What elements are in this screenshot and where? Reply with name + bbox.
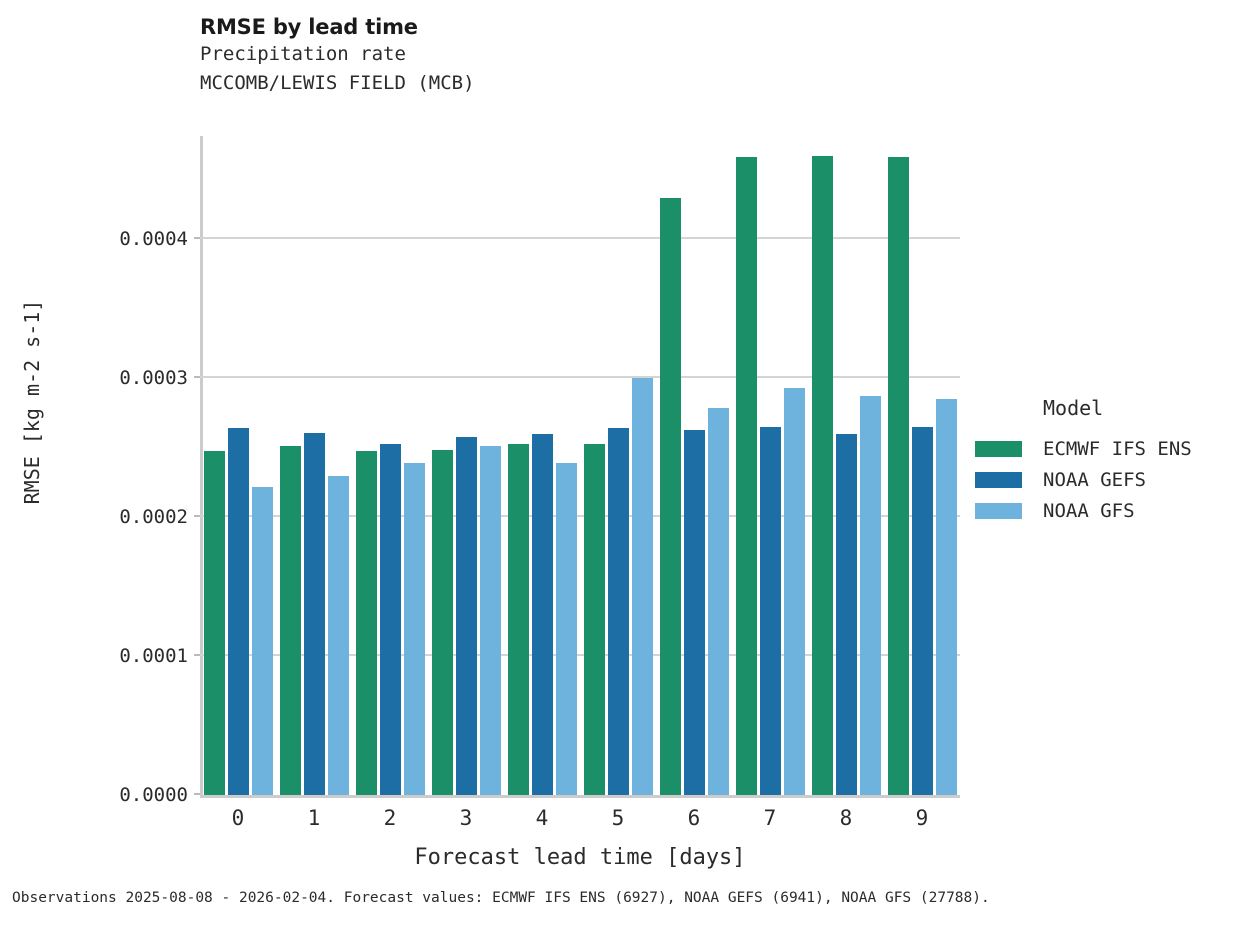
- y-tick-mark: [194, 375, 200, 378]
- legend-item[interactable]: NOAA GFS: [975, 495, 1250, 526]
- bar: [327, 476, 349, 795]
- bar: [455, 437, 477, 795]
- legend-title: Model: [1043, 396, 1104, 420]
- legend-swatch-icon: [975, 471, 1022, 488]
- y-axis-label: RMSE [kg m-2 s-1]: [20, 299, 44, 505]
- bar: [251, 486, 273, 795]
- x-tick-label: 2: [383, 806, 397, 830]
- x-tick-label: 1: [307, 806, 321, 830]
- y-tick-mark: [194, 653, 200, 656]
- page-title: RMSE by lead time: [200, 15, 418, 39]
- bar: [887, 157, 909, 795]
- bar: [507, 444, 529, 795]
- title-block: RMSE by lead time Precipitation rate MCC…: [200, 14, 960, 98]
- x-tick-label: 7: [763, 806, 777, 830]
- bar: [811, 156, 833, 795]
- y-tick-mark: [194, 793, 200, 795]
- legend-swatch-icon: [975, 502, 1022, 519]
- bar: [303, 432, 325, 795]
- gridline: [200, 236, 960, 239]
- bar: [379, 444, 401, 795]
- gridline: [200, 653, 960, 656]
- bar: [531, 434, 553, 795]
- bar: [607, 427, 629, 795]
- bar: [555, 463, 577, 795]
- y-tick-mark: [194, 514, 200, 517]
- x-tick-label: 9: [915, 806, 929, 830]
- x-axis-tick-labels: 0 1 2 3 4 5 6 7 8 9: [200, 806, 960, 840]
- legend-entries: ECMWF IFS ENS NOAA GEFS NOAA GFS: [975, 433, 1250, 526]
- y-tick-mark: [194, 236, 200, 239]
- bar: [835, 434, 857, 795]
- chart-subtitle: Precipitation rate: [200, 43, 406, 65]
- bar: [355, 451, 377, 795]
- bar: [735, 157, 757, 795]
- legend-item[interactable]: ECMWF IFS ENS: [975, 433, 1250, 464]
- x-tick-label: 5: [611, 806, 625, 830]
- bar: [431, 449, 453, 795]
- plot-area: [194, 136, 960, 795]
- bar: [759, 427, 781, 795]
- legend-swatch-icon: [975, 440, 1022, 457]
- bar: [911, 427, 933, 795]
- y-tick-label: 0.0004: [119, 227, 188, 250]
- y-tick-label: 0.0001: [119, 644, 188, 667]
- legend: Model ECMWF IFS ENS NOAA GEFS NOAA GFS: [975, 396, 1250, 526]
- y-axis-spine: [200, 136, 203, 796]
- bar: [203, 451, 225, 795]
- y-axis-tick-labels: 0.0000 0.0001 0.0002 0.0003 0.0004: [60, 136, 188, 806]
- legend-item-label: NOAA GEFS: [1043, 468, 1146, 491]
- gridline: [200, 375, 960, 378]
- x-axis-spine: [200, 795, 960, 798]
- x-tick-label: 6: [687, 806, 701, 830]
- bar: [227, 427, 249, 795]
- legend-item-label: NOAA GFS: [1043, 499, 1135, 522]
- y-tick-label: 0.0000: [119, 784, 188, 806]
- y-tick-label: 0.0003: [119, 366, 188, 389]
- bar: [403, 463, 425, 795]
- bar: [683, 429, 705, 795]
- bar: [583, 444, 605, 795]
- legend-item[interactable]: NOAA GEFS: [975, 464, 1250, 495]
- bar: [935, 398, 957, 795]
- chart-station-name: MCCOMB/LEWIS FIELD (MCB): [200, 72, 475, 94]
- footer-caption: Observations 2025-08-08 - 2026-02-04. Fo…: [12, 890, 990, 906]
- x-tick-label: 0: [231, 806, 245, 830]
- x-axis-label: Forecast lead time [days]: [414, 845, 746, 870]
- y-tick-label: 0.0002: [119, 505, 188, 528]
- bar: [707, 407, 729, 795]
- bar: [279, 446, 301, 795]
- x-tick-label: 4: [535, 806, 549, 830]
- bar: [659, 198, 681, 795]
- bar: [479, 446, 501, 795]
- legend-item-label: ECMWF IFS ENS: [1043, 437, 1192, 460]
- gridline: [200, 514, 960, 517]
- bar: [783, 387, 805, 795]
- bar: [859, 395, 881, 795]
- x-tick-label: 3: [459, 806, 473, 830]
- x-tick-label: 8: [839, 806, 853, 830]
- bar: [631, 378, 653, 795]
